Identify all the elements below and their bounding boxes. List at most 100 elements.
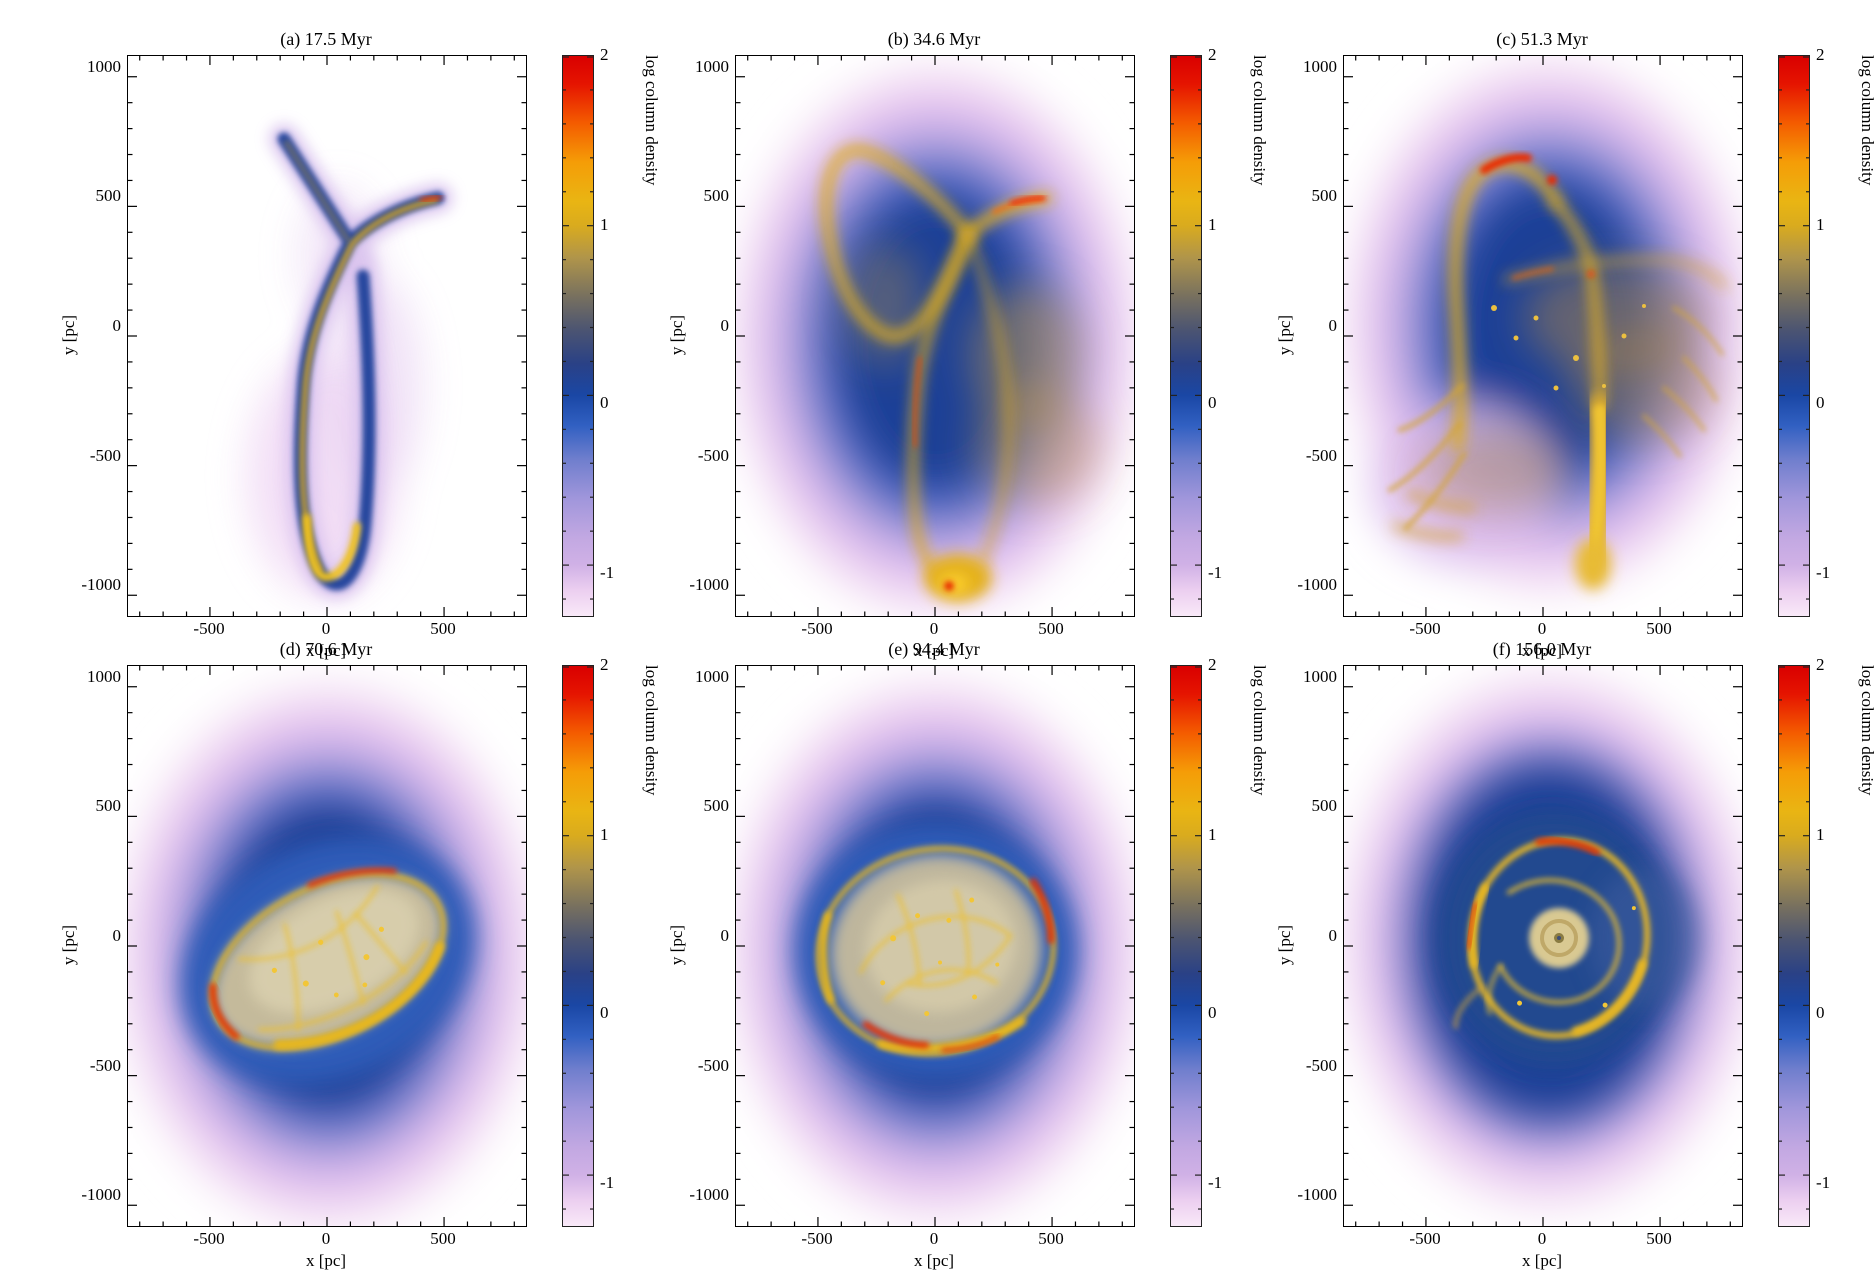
colorbar-tick-label: 0 <box>600 393 609 412</box>
x-tick-label: -500 <box>801 619 833 638</box>
x-tick-label: 500 <box>1038 619 1064 638</box>
x-tick-label: 500 <box>1646 619 1672 638</box>
axis-ticks <box>736 56 1134 616</box>
y-tick-label: 0 <box>1328 926 1338 945</box>
colorbar-tick-label: 0 <box>1816 1003 1825 1022</box>
tail-tip <box>1575 538 1611 590</box>
gas-clumps <box>271 926 385 998</box>
axis-ticks <box>736 666 1134 1226</box>
axis-ticks <box>1344 56 1742 616</box>
colorbar-ticks <box>563 56 593 600</box>
x-tick-label: -500 <box>801 1229 833 1248</box>
colorbar <box>562 55 594 617</box>
y-tick-label: -500 <box>697 446 729 465</box>
x-tick-label: 0 <box>321 619 331 638</box>
colorbar-tick-label: 1 <box>600 825 609 844</box>
x-tick-label: 0 <box>321 1229 331 1248</box>
density-map-art-c <box>1344 56 1742 616</box>
colorbar-tick-label: 2 <box>1816 655 1825 674</box>
y-tick-label: 500 <box>95 796 122 815</box>
panel-e: (e) 94.4 Myr y [pc] 1000 500 0 -500 -100… <box>663 618 1271 1284</box>
y-tick-label: 500 <box>1311 186 1338 205</box>
y-tick-label: -1000 <box>1297 1185 1337 1204</box>
x-tick-label: 0 <box>1537 619 1547 638</box>
colorbar-label: log column density <box>1858 665 1876 796</box>
filamentary-disk <box>209 867 446 1051</box>
panel-a: (a) 17.5 Myr y [pc] 1000 500 0 -500 -100… <box>55 8 663 660</box>
red-shock-top <box>307 867 397 888</box>
density-map-plot <box>1343 55 1743 617</box>
red-tip <box>1010 196 1046 205</box>
colorbar-tick-label: 1 <box>1816 215 1825 234</box>
y-tick-label: -500 <box>1305 446 1337 465</box>
spiral-ring <box>1453 837 1651 1039</box>
colorbar-tick-label: 2 <box>1208 45 1217 64</box>
colorbar-tick-label: -1 <box>1208 563 1223 582</box>
panel-c: (c) 51.3 Myr y [pc] 1000 500 0 -500 -100… <box>1271 8 1876 660</box>
gas-clumps <box>880 897 1000 1017</box>
density-map-plot <box>1343 665 1743 1227</box>
x-axis-label: x [pc] <box>1521 1251 1563 1270</box>
axis-ticks <box>1344 666 1742 1226</box>
y-tick-label: 0 <box>112 316 122 335</box>
colorbar-tick-label: 1 <box>1208 825 1217 844</box>
y-tick-label: 0 <box>112 926 122 945</box>
x-tick-label: -500 <box>193 619 225 638</box>
y-tick-label: 1000 <box>1303 57 1337 76</box>
colorbar <box>1170 55 1202 617</box>
colorbar-ticks <box>1171 666 1201 1210</box>
y-tick-label: -500 <box>697 1056 729 1075</box>
y-tick-label: -1000 <box>689 575 729 594</box>
tidal-ribbon <box>248 124 453 599</box>
y-tick-label: 500 <box>95 186 122 205</box>
colorbar-tick-label: 1 <box>1208 215 1217 234</box>
y-tick-label: -500 <box>89 1056 121 1075</box>
colorbar-tick-label: 0 <box>600 1003 609 1022</box>
y-tick-label: -1000 <box>689 1185 729 1204</box>
panel-d: (d) 70.6 Myr y [pc] 1000 500 0 -500 -100… <box>55 618 663 1284</box>
colorbar-tick-label: 0 <box>1816 393 1825 412</box>
colorbar <box>1170 665 1202 1227</box>
bottom-knot <box>924 554 992 602</box>
density-map-plot <box>127 55 527 617</box>
density-map-plot <box>127 665 527 1227</box>
x-axis-label: x [pc] <box>1521 641 1563 660</box>
x-axis-label: x [pc] <box>913 1251 955 1270</box>
colorbar-tick-label: 2 <box>1208 655 1217 674</box>
colorbar-tick-label: 2 <box>600 45 609 64</box>
red-core <box>944 581 954 591</box>
filamentary-ring <box>815 845 1057 1057</box>
y-tick-label: -1000 <box>1297 575 1337 594</box>
colorbar <box>1778 665 1810 1227</box>
y-tick-label: 1000 <box>87 57 121 76</box>
panel-title: (f) 156.0 Myr <box>1492 639 1592 659</box>
y-tick-label: 1000 <box>1303 667 1337 686</box>
colorbar-tick-label: -1 <box>1208 1173 1223 1192</box>
density-map-art-e <box>736 666 1134 1226</box>
x-tick-label: -500 <box>193 1229 225 1248</box>
colorbar-tick-label: 1 <box>1816 825 1825 844</box>
panel-title: (c) 51.3 Myr <box>1496 29 1588 49</box>
density-map-art-a <box>128 56 526 616</box>
red-shock-right <box>1030 878 1054 944</box>
red-condensation <box>1480 153 1532 174</box>
gas-clumps <box>1491 304 1646 391</box>
y-tick-label: 500 <box>703 796 730 815</box>
gas-clumps <box>1517 906 1636 1008</box>
colorbar-label: log column density <box>1250 665 1269 796</box>
y-tick-label: 1000 <box>695 667 729 686</box>
panel-b: (b) 34.6 Myr y [pc] 1000 500 0 -500 -100… <box>663 8 1271 660</box>
x-tick-label: -500 <box>1409 1229 1441 1248</box>
colorbar-label: log column density <box>642 55 661 186</box>
y-tick-label: 0 <box>720 926 730 945</box>
panel-title: (b) 34.6 Myr <box>887 29 981 49</box>
colorbar-ticks <box>1779 56 1809 600</box>
x-tick-label: -500 <box>1409 619 1441 638</box>
colorbar-tick-label: -1 <box>1816 563 1831 582</box>
colorbar-label: log column density <box>1858 55 1876 186</box>
colorbar-tick-label: 2 <box>1816 45 1825 64</box>
x-tick-label: 500 <box>430 619 456 638</box>
colorbar <box>562 665 594 1227</box>
density-map-plot <box>735 665 1135 1227</box>
